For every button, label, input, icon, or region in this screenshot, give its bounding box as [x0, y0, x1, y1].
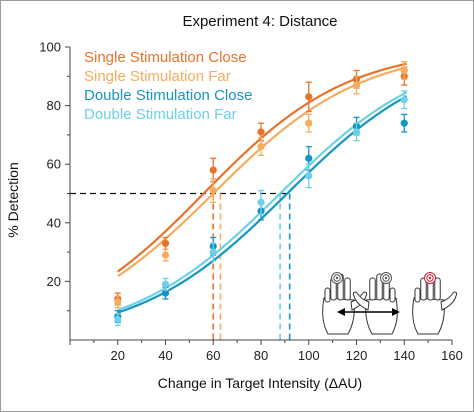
data-point: [209, 242, 217, 262]
data-point: [161, 248, 170, 262]
legend-entry: Single Stimulation Close: [84, 49, 247, 66]
y-tick-label: 80: [47, 98, 61, 113]
x-tick-label: 20: [111, 348, 125, 363]
data-points: [114, 61, 408, 327]
x-axis-title: Change in Target Intensity (ΔAU): [158, 375, 362, 391]
data-point: [114, 312, 122, 327]
data-point: [305, 163, 313, 189]
x-tick-label: 80: [254, 348, 268, 363]
data-point: [114, 295, 122, 309]
y-tick-label: 20: [47, 274, 61, 289]
data-point: [161, 277, 170, 291]
hands-distance-icon: [322, 272, 458, 335]
x-tick-label: 160: [441, 348, 463, 363]
data-point: [209, 178, 217, 203]
x-tick-label: 140: [393, 348, 415, 363]
legend-entry: Double Stimulation Far: [84, 106, 237, 123]
data-point: [400, 61, 408, 80]
y-tick-label: 100: [39, 40, 61, 55]
x-tick-label: 120: [346, 348, 368, 363]
data-point: [161, 236, 170, 250]
x-tick-label: 60: [206, 348, 220, 363]
data-point: [257, 189, 265, 215]
x-tick-label: 100: [298, 348, 320, 363]
data-point: [400, 90, 408, 110]
x-tick-label: 40: [158, 348, 172, 363]
y-tick-label: 60: [47, 157, 61, 172]
legend: Single Stimulation Close Single Stimulati…: [84, 49, 252, 123]
chart-title: Experiment 4: Distance: [182, 13, 337, 30]
legend-entry: Double Stimulation Close: [84, 87, 252, 104]
data-point: [209, 157, 217, 183]
axes: 20 40 60 80 100 20 40 60 80 100 120 140 160: [39, 40, 463, 364]
y-tick-label: 40: [47, 215, 61, 230]
threshold-lines: [70, 192, 291, 340]
data-point: [257, 137, 265, 157]
data-point: [352, 122, 361, 142]
data-point: [400, 113, 408, 133]
legend-entry: Single Stimulation Far: [84, 68, 231, 85]
data-point: [305, 113, 313, 133]
y-axis-title: % Detection: [5, 162, 21, 237]
data-point: [352, 75, 361, 95]
data-point: [305, 81, 313, 113]
